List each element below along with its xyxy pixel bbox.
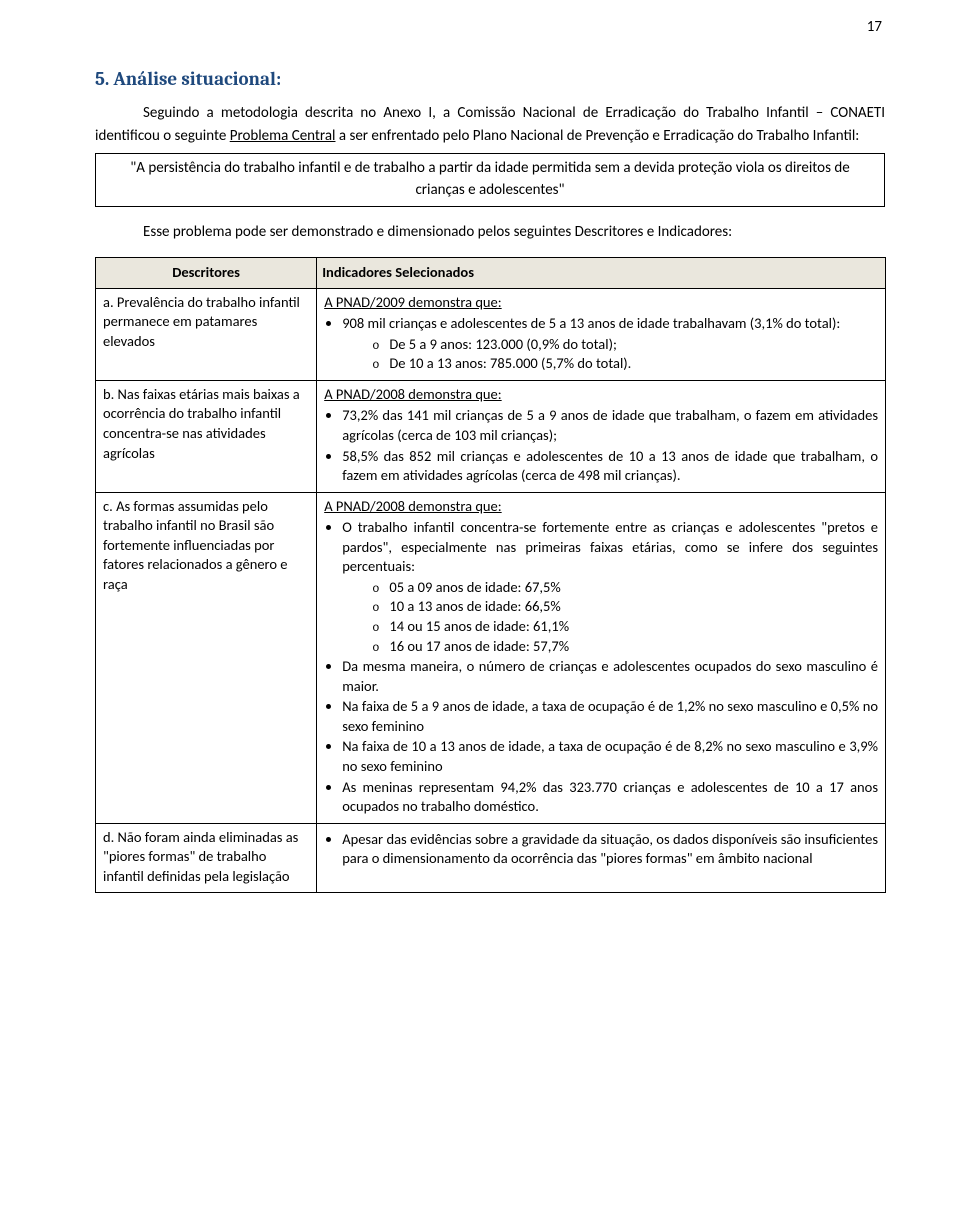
bullet-item: Na faixa de 5 a 9 anos de idade, a taxa … (342, 697, 878, 736)
bullet-text: 73,2% das 141 mil crianças de 5 a 9 anos… (342, 406, 878, 444)
table-row: a. Prevalência do trabalho infantil perm… (96, 288, 886, 380)
sub-bullet-item: 14 ou 15 anos de idade: 61,1% (372, 617, 878, 637)
bullet-item: Na faixa de 10 a 13 anos de idade, a tax… (342, 737, 878, 776)
descriptor-cell: d. Não foram ainda eliminadas as "piores… (96, 823, 317, 893)
descriptor-cell: a. Prevalência do trabalho infantil perm… (96, 288, 317, 380)
bullet-list: 908 mil crianças e adolescentes de 5 a 1… (342, 314, 878, 374)
indicator-lead: A PNAD/2008 demonstra que: (324, 497, 501, 515)
header-indicadores: Indicadores Selecionados (317, 258, 886, 289)
indicator-cell: A PNAD/2008 demonstra que: O trabalho in… (317, 492, 886, 823)
bullet-item: Da mesma maneira, o número de crianças e… (342, 657, 878, 696)
table-row: d. Não foram ainda eliminadas as "piores… (96, 823, 886, 893)
bullet-item: 73,2% das 141 mil crianças de 5 a 9 anos… (342, 406, 878, 445)
sub-bullet-text: 05 a 09 anos de idade: 67,5% (389, 578, 560, 596)
box-text: "A persistência do trabalho infantil e d… (130, 159, 849, 199)
bullet-item: Apesar das evidências sobre a gravidade … (342, 830, 878, 869)
bullet-item: 908 mil crianças e adolescentes de 5 a 1… (342, 314, 878, 374)
problem-central-label: Problema Central (230, 127, 336, 145)
page: 17 5. Análise situacional: Seguindo a me… (0, 0, 960, 933)
sub-bullet-text: 14 ou 15 anos de idade: 61,1% (389, 617, 569, 635)
sub-bullet-item: 10 a 13 anos de idade: 66,5% (372, 597, 878, 617)
descriptor-cell: b. Nas faixas etárias mais baixas a ocor… (96, 380, 317, 492)
sub-bullet-list: 05 a 09 anos de idade: 67,5% 10 a 13 ano… (372, 578, 878, 656)
bullet-text: Da mesma maneira, o número de crianças e… (342, 657, 878, 695)
page-number: 17 (867, 18, 882, 36)
descriptor-text: d. Não foram ainda eliminadas as "piores… (103, 828, 309, 887)
bullet-item: As meninas representam 94,2% das 323.770… (342, 778, 878, 817)
indicator-cell: Apesar das evidências sobre a gravidade … (317, 823, 886, 893)
indicator-lead: A PNAD/2009 demonstra que: (324, 293, 501, 311)
intro-paragraph: Seguindo a metodologia descrita no Anexo… (95, 102, 885, 147)
indicator-cell: A PNAD/2009 demonstra que: 908 mil crian… (317, 288, 886, 380)
sub-bullet-item: 16 ou 17 anos de idade: 57,7% (372, 637, 878, 657)
bullet-text: 58,5% das 852 mil crianças e adolescente… (342, 447, 878, 485)
indicators-intro: Esse problema pode ser demonstrado e dim… (95, 221, 885, 244)
descriptor-text: c. As formas assumidas pelo trabalho inf… (103, 497, 309, 595)
table-row: b. Nas faixas etárias mais baixas a ocor… (96, 380, 886, 492)
bullet-text: Na faixa de 10 a 13 anos de idade, a tax… (342, 737, 878, 775)
sub-bullet-item: De 10 a 13 anos: 785.000 (5,7% do total)… (372, 354, 878, 374)
sub-bullet-item: 05 a 09 anos de idade: 67,5% (372, 578, 878, 598)
bullet-text: As meninas representam 94,2% das 323.770… (342, 778, 878, 816)
header-descritores: Descritores (96, 258, 317, 289)
bullet-text: O trabalho infantil concentra-se forteme… (342, 518, 878, 575)
bullet-text: Apesar das evidências sobre a gravidade … (342, 830, 878, 868)
bullet-text: 908 mil crianças e adolescentes de 5 a 1… (342, 314, 840, 332)
table-row: c. As formas assumidas pelo trabalho inf… (96, 492, 886, 823)
descriptor-text: b. Nas faixas etárias mais baixas a ocor… (103, 385, 309, 463)
highlighted-box: "A persistência do trabalho infantil e d… (95, 153, 885, 207)
sub-bullet-text: De 5 a 9 anos: 123.000 (0,9% do total); (389, 335, 616, 353)
bullet-list: O trabalho infantil concentra-se forteme… (342, 518, 878, 816)
descriptor-cell: c. As formas assumidas pelo trabalho inf… (96, 492, 317, 823)
sub-bullet-text: 10 a 13 anos de idade: 66,5% (389, 597, 560, 615)
bullet-list: 73,2% das 141 mil crianças de 5 a 9 anos… (342, 406, 878, 485)
sub-bullet-item: De 5 a 9 anos: 123.000 (0,9% do total); (372, 335, 878, 355)
table-header-row: Descritores Indicadores Selecionados (96, 258, 886, 289)
descriptor-text: a. Prevalência do trabalho infantil perm… (103, 293, 309, 352)
intro-text-post: a ser enfrentado pelo Plano Nacional de … (335, 127, 859, 145)
sub-bullet-text: 16 ou 17 anos de idade: 57,7% (389, 637, 569, 655)
bullet-item: 58,5% das 852 mil crianças e adolescente… (342, 447, 878, 486)
bullet-item: O trabalho infantil concentra-se forteme… (342, 518, 878, 656)
indicator-lead: A PNAD/2008 demonstra que: (324, 385, 501, 403)
section-heading: 5. Análise situacional: (95, 68, 885, 90)
sub-bullet-text: De 10 a 13 anos: 785.000 (5,7% do total)… (389, 354, 631, 372)
indicator-cell: A PNAD/2008 demonstra que: 73,2% das 141… (317, 380, 886, 492)
bullet-text: Na faixa de 5 a 9 anos de idade, a taxa … (342, 697, 878, 735)
sub-bullet-list: De 5 a 9 anos: 123.000 (0,9% do total); … (372, 335, 878, 374)
descriptors-table: Descritores Indicadores Selecionados a. … (95, 257, 886, 893)
bullet-list: Apesar das evidências sobre a gravidade … (342, 830, 878, 869)
